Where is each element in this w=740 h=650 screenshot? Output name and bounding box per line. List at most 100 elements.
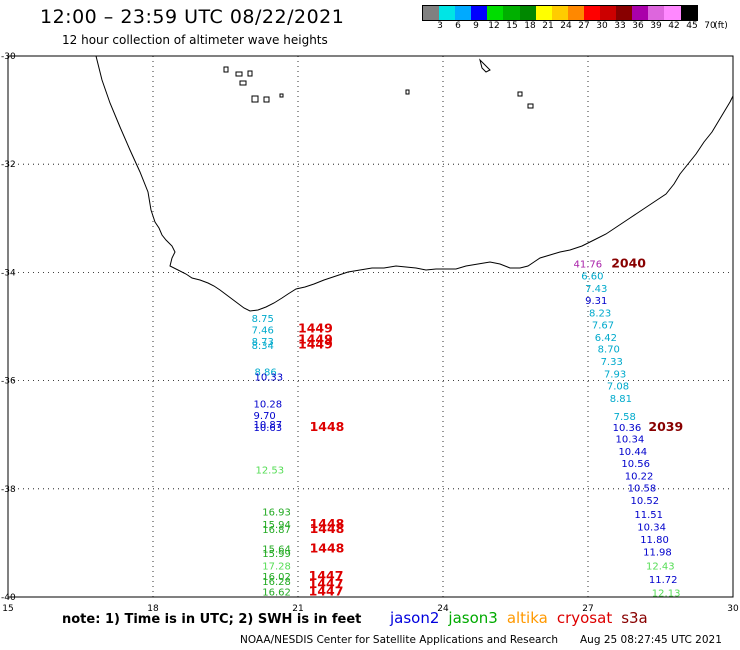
graticule <box>8 56 733 597</box>
pass-time-label: 1447 <box>309 576 344 591</box>
color-scale-label: 21 <box>542 21 554 31</box>
longitude-tick-label: 27 <box>582 604 593 614</box>
legend-item-jason2: jason2 <box>390 609 440 627</box>
wave-height-value: 16.02 <box>262 572 291 583</box>
wave-height-value: 7.43 <box>585 284 607 295</box>
island <box>247 70 253 77</box>
wave-height-value: 11.98 <box>643 548 672 559</box>
wave-height-value: 10.58 <box>628 484 657 495</box>
pass-time-label: 1449 <box>298 321 333 336</box>
pass-time-label: 1449 <box>298 331 333 346</box>
color-scale-label: 24 <box>560 21 572 31</box>
wave-height-value: 7.46 <box>252 326 274 337</box>
pass-time-label: 1448 <box>310 540 345 555</box>
color-scale-swatch <box>439 6 456 20</box>
color-scale-swatch <box>648 6 665 20</box>
longitude-tick-label: 15 <box>2 604 13 614</box>
wave-height-value: 8.23 <box>589 308 611 319</box>
credit-text: NOAA/NESDIS Center for Satellite Applica… <box>240 634 558 646</box>
wave-height-value: 12.43 <box>646 562 675 573</box>
color-scale-label: 42 <box>668 21 680 31</box>
color-scale-swatch <box>503 6 520 20</box>
color-scale-label: 3 <box>437 21 443 31</box>
island <box>251 95 259 103</box>
wave-height-value: 8.86 <box>255 367 277 378</box>
pass-time-label: 1449 <box>298 336 333 351</box>
pass-time-label: 1448 <box>310 516 345 531</box>
wave-height-value: 17.28 <box>262 562 291 573</box>
color-scale-swatch <box>423 6 440 20</box>
color-scale-swatch <box>632 6 649 20</box>
map-frame <box>7 55 734 598</box>
wave-height-value: 9.70 <box>254 411 276 422</box>
wave-height-value: 16.28 <box>262 577 291 588</box>
wave-height-value: 10.34 <box>616 434 645 445</box>
wave-height-value: 8.70 <box>598 345 620 356</box>
color-scale-swatch <box>455 6 472 20</box>
legend-item-jason3: jason3 <box>448 609 498 627</box>
satellite-legend: jason2 jason3 altika cryosat s3a <box>390 609 657 627</box>
wave-height-value: 15.99 <box>262 549 291 560</box>
color-scale-swatch <box>616 6 633 20</box>
color-scale-label: 9 <box>473 21 479 31</box>
color-scale-swatch <box>600 6 617 20</box>
wave-height-value: 11.72 <box>649 575 678 586</box>
legend-item-cryosat: cryosat <box>556 609 613 627</box>
latitude-tick-label: -32 <box>1 160 16 170</box>
wave-height-value: 8.73 <box>252 337 274 348</box>
wave-height-value: 10.44 <box>618 447 647 458</box>
generation-timestamp: Aug 25 08:27:45 UTC 2021 <box>580 634 722 646</box>
wave-height-value: 8.75 <box>252 314 274 325</box>
legend-item-altika: altika <box>506 609 548 627</box>
pass-time-label: 1448 <box>310 419 345 434</box>
color-scale-label: 39 <box>650 21 662 31</box>
wave-height-value: 7.08 <box>607 381 629 392</box>
wave-height-value: 10.56 <box>621 459 650 470</box>
latitude-tick-label: -34 <box>1 268 16 278</box>
color-scale-bar <box>422 5 698 21</box>
island <box>263 96 270 103</box>
color-scale-label: 30 <box>596 21 608 31</box>
color-scale-swatch <box>535 6 552 20</box>
longitude-tick-label: 21 <box>292 604 303 614</box>
note-text: note: 1) Time is in UTC; 2) SWH is in fe… <box>62 612 362 627</box>
wave-height-value: 15.64 <box>262 544 291 555</box>
color-scale-swatch <box>567 6 584 20</box>
wave-height-value: 16.87 <box>262 525 291 536</box>
wave-height-value: 10.22 <box>625 471 654 482</box>
pass-time-label: 2039 <box>648 419 683 434</box>
color-scale-label: 36 <box>632 21 644 31</box>
wave-height-value: 10.52 <box>631 496 660 507</box>
color-scale-swatch <box>471 6 488 20</box>
wave-height-value: 7.58 <box>614 412 636 423</box>
latitude-labels: -30 -32 -34 -36 -38 -40 <box>1 52 16 603</box>
latitude-tick-label: -40 <box>1 593 16 603</box>
wave-height-value: 11.80 <box>640 535 669 546</box>
color-scale-labels: 3 6 9 12 15 18 21 24 27 30 33 36 39 42 45 70 (ft) <box>422 21 728 33</box>
wave-height-value: 7.67 <box>592 320 614 331</box>
wave-height-value: 8.81 <box>610 394 632 405</box>
longitude-labels: 15 18 21 24 27 30 <box>2 604 739 614</box>
longitude-tick-label: 30 <box>727 604 739 614</box>
wave-height-value: 16.93 <box>262 508 291 519</box>
altimeter-observations: 8.757.468.738.348.8610.3310.289.7010.871… <box>252 256 684 600</box>
color-scale-swatch <box>487 6 504 20</box>
wave-height-value: 9.31 <box>585 296 607 307</box>
island <box>223 66 229 73</box>
color-scale-label: 12 <box>488 21 500 31</box>
latitude-tick-label: -38 <box>1 485 16 495</box>
color-scale-swatch <box>551 6 568 20</box>
color-scale-label: (ft) <box>714 21 728 31</box>
coastline <box>95 55 734 312</box>
color-scale-label: 70 <box>704 21 716 31</box>
wave-height-value: 10.34 <box>637 523 666 534</box>
wave-height-value: 11.51 <box>634 510 663 521</box>
color-scale-swatch <box>680 6 697 20</box>
island <box>517 91 523 97</box>
wave-height-value: 12.13 <box>652 589 681 600</box>
wave-height-value: 8.34 <box>252 341 274 352</box>
islands <box>223 58 534 109</box>
wave-height-value: 10.63 <box>254 423 283 434</box>
wave-height-value: 12.53 <box>255 465 284 476</box>
wave-height-value: 10.33 <box>255 372 284 383</box>
